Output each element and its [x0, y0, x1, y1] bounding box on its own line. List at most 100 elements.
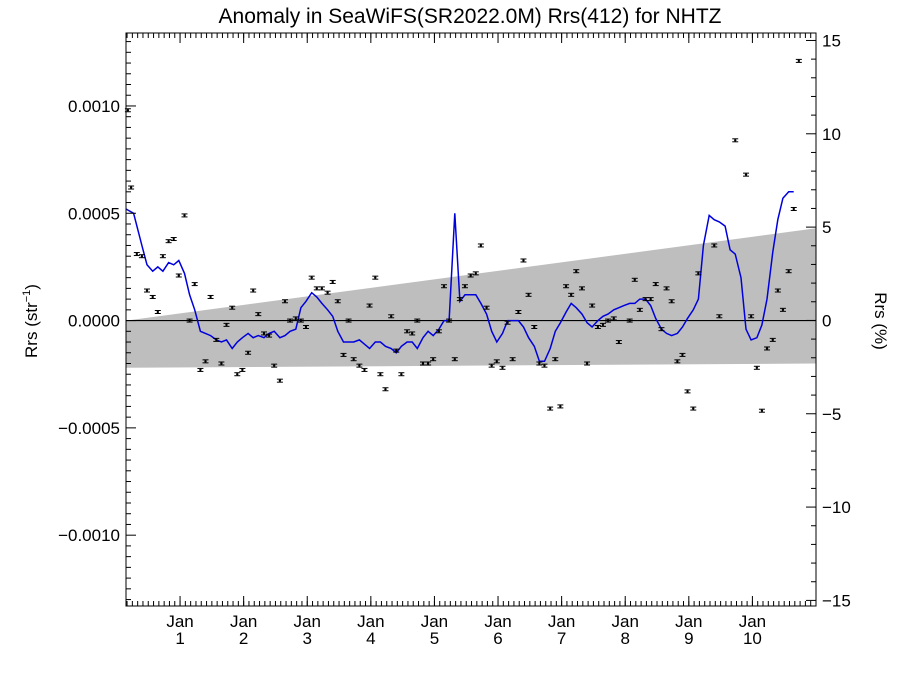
anomaly-point — [218, 361, 225, 366]
anomaly-point — [261, 331, 267, 336]
anomaly-point — [435, 329, 442, 334]
anomaly-point — [515, 309, 522, 314]
point-marker — [469, 274, 472, 277]
point-marker — [638, 308, 642, 312]
anomaly-point — [732, 138, 739, 143]
anomaly-point — [589, 303, 596, 308]
anomaly-point — [652, 282, 659, 287]
x-tick-year-label: 3 — [303, 629, 312, 648]
point-marker — [495, 360, 498, 363]
anomaly-point — [668, 299, 675, 304]
anomaly-point — [753, 365, 760, 370]
point-marker — [304, 325, 308, 329]
point-marker — [458, 297, 462, 301]
point-marker — [585, 362, 589, 365]
point-marker — [156, 310, 159, 314]
anomaly-point — [308, 275, 315, 280]
chart-title: Anomaly in SeaWiFS(SR2022.0M) Rrs(412) f… — [219, 5, 722, 28]
point-marker — [400, 373, 403, 376]
anomaly-point — [679, 352, 686, 357]
x-tick-year-label: 4 — [366, 629, 375, 648]
anomaly-point — [191, 282, 198, 287]
point-marker — [665, 287, 668, 290]
y-axis-label-exponent: −1 — [21, 290, 33, 303]
y-tick-label: −0.0010 — [58, 526, 120, 545]
anomaly-point — [557, 404, 564, 409]
anomaly-point — [631, 277, 638, 282]
anomaly-point — [716, 314, 723, 319]
point-marker — [220, 362, 223, 365]
point-marker — [199, 368, 202, 372]
point-marker — [246, 351, 250, 354]
point-marker — [140, 254, 144, 258]
point-marker — [241, 368, 244, 372]
anomaly-point — [382, 387, 389, 392]
point-marker — [776, 289, 780, 292]
x-tick-month-label: Jan — [357, 612, 384, 631]
point-marker — [787, 270, 790, 273]
x-tick-year-label: 2 — [239, 629, 248, 648]
anomaly-point — [605, 318, 612, 323]
anomaly-point — [356, 363, 363, 368]
anomaly-point — [658, 327, 665, 332]
x-tick-month-label: Jan — [739, 612, 766, 631]
point-marker — [368, 304, 371, 307]
point-marker — [654, 282, 657, 286]
point-marker — [686, 390, 689, 393]
anomaly-point — [345, 318, 352, 323]
point-marker — [713, 244, 716, 247]
anomaly-point — [213, 337, 220, 342]
y2-tick-label: 0 — [822, 311, 831, 330]
anomaly-point — [297, 318, 304, 323]
point-marker — [559, 405, 562, 408]
anomaly-point — [234, 372, 241, 377]
point-marker — [676, 360, 679, 363]
anomaly-point — [138, 254, 145, 259]
point-marker — [209, 295, 212, 299]
point-marker — [601, 323, 605, 327]
anomaly-point — [795, 58, 802, 63]
anomaly-point — [488, 363, 495, 368]
anomaly-point — [758, 408, 765, 413]
point-marker — [315, 287, 318, 290]
x-tick-year-label: 6 — [493, 629, 502, 648]
anomaly-point — [461, 284, 468, 289]
point-marker — [236, 373, 239, 376]
anomaly-point — [626, 318, 633, 323]
point-marker — [231, 306, 234, 309]
point-marker — [564, 285, 568, 288]
anomaly-point — [647, 297, 654, 302]
point-marker — [522, 259, 525, 262]
x-tick-month-label: Jan — [484, 612, 511, 631]
x-tick-year-label: 10 — [743, 629, 762, 648]
point-marker — [262, 332, 266, 335]
point-marker — [765, 347, 769, 350]
point-marker — [692, 407, 695, 410]
point-marker — [379, 373, 382, 376]
anomaly-point — [743, 172, 750, 177]
anomaly-point — [425, 361, 432, 366]
x-tick-month-label: Jan — [612, 612, 639, 631]
anomaly-point — [414, 318, 421, 323]
anomaly-point — [446, 318, 453, 323]
point-marker — [426, 362, 430, 365]
point-marker — [310, 276, 313, 279]
anomaly-point — [430, 357, 437, 362]
point-marker — [612, 317, 615, 320]
point-marker — [267, 334, 271, 337]
anomaly-point — [748, 314, 755, 319]
anomaly-point — [467, 273, 474, 278]
anomaly-point — [388, 314, 395, 319]
anomaly-point — [324, 290, 331, 295]
point-marker — [628, 319, 631, 322]
anomaly-point — [302, 325, 309, 330]
point-marker — [590, 304, 594, 307]
anomaly-point — [377, 372, 384, 377]
anomaly-point — [663, 286, 670, 291]
point-marker — [749, 315, 753, 318]
point-marker — [193, 282, 196, 286]
point-marker — [670, 300, 673, 303]
anomaly-point — [552, 357, 559, 362]
anomaly-point — [599, 322, 606, 327]
